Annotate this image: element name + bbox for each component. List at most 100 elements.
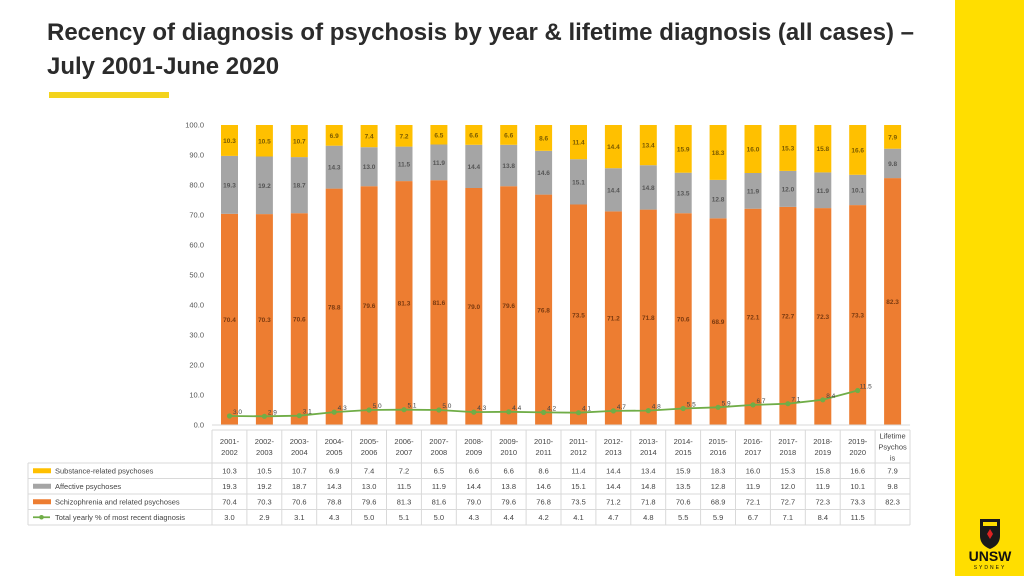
data-label-schizophrenia: 79.6 <box>363 303 376 310</box>
category-label: 2004- <box>325 437 345 446</box>
data-label-substance: 6.6 <box>469 132 478 139</box>
bar-substance <box>674 125 692 173</box>
category-label: 2008- <box>464 437 484 446</box>
legend-key-substance <box>33 468 51 474</box>
data-label-affective: 12.0 <box>782 186 795 193</box>
table-cell: 10.5 <box>257 466 272 475</box>
line-point <box>785 401 791 407</box>
bar-substance <box>709 125 727 180</box>
line-point <box>855 387 861 394</box>
table-cell: 73.3 <box>850 497 865 506</box>
data-label-affective: 9.8 <box>888 161 897 168</box>
data-label-schizophrenia: 71.2 <box>607 316 620 323</box>
bar-affective <box>465 144 483 188</box>
bar-affective <box>674 172 692 214</box>
category-label: 2008 <box>431 448 448 457</box>
bar-schizophrenia <box>884 178 902 425</box>
line-data-label: 7.1 <box>791 397 800 404</box>
table-cell: 9.8 <box>887 482 897 491</box>
category-label: 2016 <box>710 448 727 457</box>
line-data-label: 3.1 <box>303 409 312 416</box>
bar-substance <box>255 125 273 157</box>
bar-substance <box>325 125 343 146</box>
table-cell: 6.7 <box>748 513 758 522</box>
table-cell: 14.3 <box>327 482 342 491</box>
table-cell: 7.9 <box>887 466 897 475</box>
category-label: 2011- <box>569 437 588 446</box>
data-label-affective: 14.4 <box>607 187 620 194</box>
data-label-substance: 15.8 <box>816 146 829 153</box>
bar-substance <box>779 125 797 171</box>
table-cell: 5.1 <box>399 513 409 522</box>
data-label-affective: 14.8 <box>642 185 655 192</box>
data-label-affective: 11.9 <box>747 188 760 195</box>
table-cell: 6.6 <box>503 466 513 475</box>
table-cell: 70.3 <box>257 497 272 506</box>
data-label-schizophrenia: 72.7 <box>782 313 795 320</box>
category-label: 2012- <box>604 437 624 446</box>
table-cell: 19.2 <box>257 482 272 491</box>
bar-substance <box>570 125 587 160</box>
category-label: 2014- <box>674 437 694 446</box>
data-label-schizophrenia: 82.3 <box>886 299 899 306</box>
data-label-affective: 13.0 <box>363 164 376 171</box>
category-label: 2013 <box>605 448 622 457</box>
line-point <box>331 409 337 415</box>
legend-key-marker <box>39 514 44 520</box>
data-label-substance: 16.0 <box>747 147 760 154</box>
line-data-label: 4.7 <box>617 404 626 411</box>
data-label-affective: 15.1 <box>572 179 585 186</box>
y-tick-label: 50.0 <box>189 271 204 280</box>
bar-schizophrenia <box>395 181 413 425</box>
table-cell: 16.0 <box>746 466 761 475</box>
y-tick-label: 70.0 <box>189 211 204 220</box>
data-label-affective: 18.7 <box>293 183 306 190</box>
bar-schizophrenia <box>325 188 343 425</box>
line-point <box>226 413 233 419</box>
legend-label: Affective psychoses <box>55 482 121 491</box>
bar-substance <box>430 125 448 145</box>
legend-label: Schizophrenia and related psychoses <box>55 497 180 506</box>
bar-schizophrenia <box>500 186 518 425</box>
table-cell: 19.3 <box>222 482 237 491</box>
table-cell: 10.7 <box>292 466 307 475</box>
line-point <box>680 405 686 412</box>
table-cell: 8.4 <box>818 513 828 522</box>
table-cell: 4.4 <box>503 513 513 522</box>
table-cell: 14.4 <box>466 482 481 491</box>
table-cell: 11.9 <box>816 482 830 491</box>
table-cell: 11.4 <box>571 466 585 475</box>
bar-substance <box>639 125 657 166</box>
table-cell: 11.9 <box>432 482 446 491</box>
data-label-schizophrenia: 81.3 <box>398 301 411 308</box>
bar-substance <box>884 125 902 149</box>
category-label: 2005- <box>360 437 380 446</box>
table-cell: 71.8 <box>641 497 656 506</box>
line-data-label: 3.0 <box>233 409 242 416</box>
category-label: 2007- <box>429 437 449 446</box>
bar-schizophrenia <box>814 208 832 425</box>
category-label: 2013- <box>639 437 659 446</box>
category-label: 2020 <box>849 448 866 457</box>
table-cell: 7.2 <box>399 466 409 475</box>
table-cell: 4.3 <box>469 513 479 522</box>
bar-substance <box>814 125 832 173</box>
slide-title: Recency of diagnosis of psychosis by yea… <box>47 19 914 80</box>
line-point <box>296 413 302 419</box>
bar-affective <box>849 174 867 206</box>
table-cell: 5.9 <box>713 513 723 522</box>
bar-affective <box>639 165 657 210</box>
table-cell: 6.9 <box>329 466 339 475</box>
table-cell: 12.0 <box>781 482 796 491</box>
line-data-label: 6.7 <box>756 398 765 405</box>
line-data-label: 5.0 <box>373 403 382 410</box>
line-data-label: 2.9 <box>268 409 277 416</box>
bar-affective <box>884 148 902 179</box>
bar-schizophrenia <box>779 206 797 425</box>
table-cell: 5.0 <box>364 513 374 522</box>
bar-substance <box>221 125 238 156</box>
category-label: Lifetime <box>879 432 905 441</box>
y-tick-label: 100.0 <box>185 121 204 130</box>
data-label-affective: 14.6 <box>537 170 550 177</box>
category-label: 2003- <box>290 437 310 446</box>
